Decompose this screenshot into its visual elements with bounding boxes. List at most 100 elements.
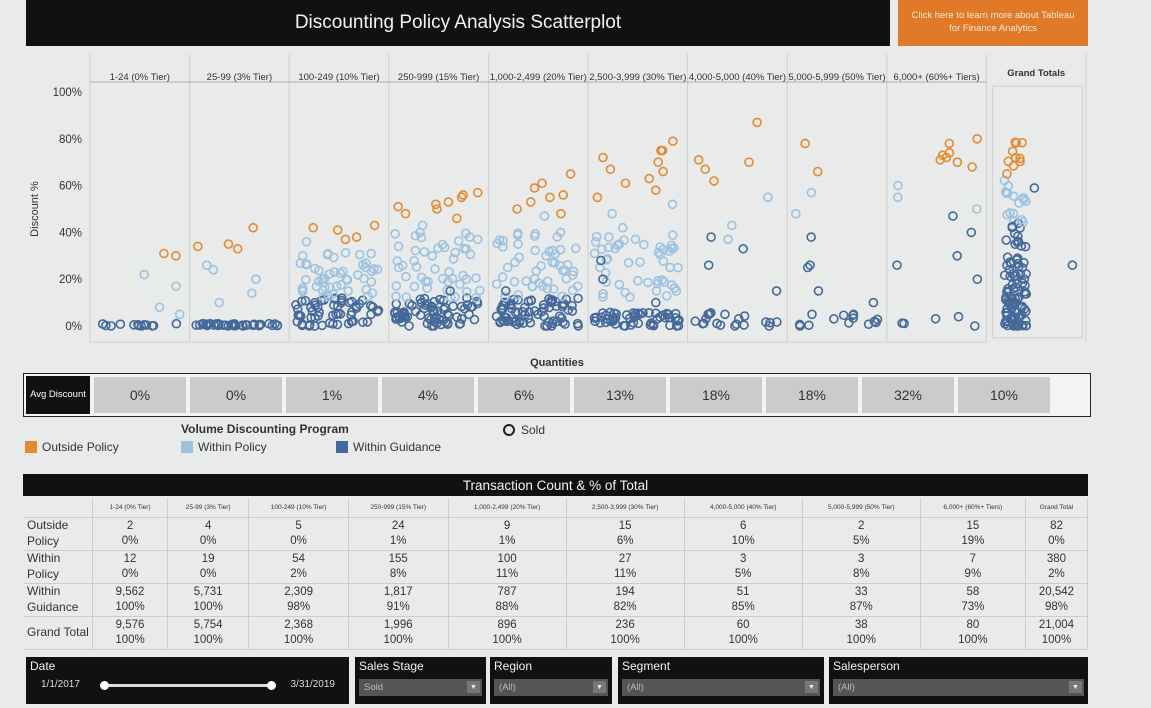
scatter-point xyxy=(558,190,569,200)
table-cell: 5 0% xyxy=(248,517,349,551)
row-label: Within Policy xyxy=(23,550,93,584)
scatter-point xyxy=(136,321,147,331)
cell-count: 7 xyxy=(969,553,977,566)
scatter-point xyxy=(366,248,376,259)
scatter-point xyxy=(328,319,338,329)
scatter-point xyxy=(709,176,719,186)
scatter-point xyxy=(455,279,465,290)
cell-count: 82 xyxy=(1050,520,1063,533)
cell-percent: 11% xyxy=(495,568,519,580)
avg-discount-cell: 18% xyxy=(766,377,858,413)
scatter-point xyxy=(437,239,448,250)
cell-percent: 91% xyxy=(386,601,410,613)
scatter-point xyxy=(223,321,234,331)
scatter-point xyxy=(570,243,581,254)
cell-percent: 85% xyxy=(731,601,755,613)
scatter-point xyxy=(417,220,428,231)
scatter-point xyxy=(1018,217,1028,228)
chevron-down-icon[interactable]: ▼ xyxy=(1069,681,1082,693)
scatter-point xyxy=(555,260,565,271)
scatter-point xyxy=(744,157,754,167)
scatterplot-chart[interactable]: 1-24 (0% Tier) 25-99 (3% Tier) 100-249 (10… xyxy=(0,46,1151,373)
table-cell: 33 87% xyxy=(802,583,921,617)
scatter-point xyxy=(424,313,434,323)
cell-count: 27 xyxy=(618,553,632,566)
legend-within-policy[interactable]: Within Policy xyxy=(181,440,267,454)
scatter-point xyxy=(1013,321,1024,331)
scatter-point xyxy=(297,296,307,307)
scatter-point xyxy=(556,208,566,219)
scatter-point xyxy=(534,278,544,289)
legend-sold[interactable]: Sold xyxy=(503,423,545,437)
legend-within-guidance[interactable]: Within Guidance xyxy=(336,440,441,454)
scatter-point xyxy=(1008,208,1019,219)
cell-percent: 100% xyxy=(193,601,223,613)
scatter-point xyxy=(373,305,384,316)
scatter-point xyxy=(590,237,601,247)
sales-stage-filter: Sales Stage Sold ▼ xyxy=(355,657,486,704)
cell-percent: 87% xyxy=(849,601,873,613)
scatter-point xyxy=(620,178,631,189)
scatter-point xyxy=(542,321,552,331)
date-end: 3/31/2019 xyxy=(290,679,336,690)
scatter-point xyxy=(442,319,453,330)
scatter-point xyxy=(410,245,421,256)
scatter-point xyxy=(498,235,508,246)
scatter-point xyxy=(311,281,322,292)
date-range-slider[interactable] xyxy=(100,681,276,690)
scatter-point xyxy=(254,319,265,330)
cell-percent: 0% xyxy=(1048,535,1065,547)
table-cell: 15 19% xyxy=(920,517,1026,551)
scatter-point xyxy=(348,316,358,327)
scatter-point xyxy=(620,287,630,298)
promo-button[interactable]: Click here to learn more about Tableau f… xyxy=(898,0,1088,46)
scatter-point xyxy=(653,157,664,167)
date-filter-label: Date xyxy=(30,659,56,673)
scatter-point xyxy=(416,232,427,243)
column-header: Grand Total xyxy=(1025,498,1089,518)
date-start-handle[interactable] xyxy=(100,681,109,690)
cell-count: 58 xyxy=(966,586,980,599)
chevron-down-icon[interactable]: ▼ xyxy=(467,681,480,693)
panel-header: 25-99 (3% Tier) xyxy=(207,72,272,83)
scatter-point xyxy=(439,304,449,315)
legend-outside-policy[interactable]: Outside Policy xyxy=(25,440,119,454)
scatter-point xyxy=(464,309,474,320)
cell-percent: 73% xyxy=(961,601,985,613)
avg-discount-label: Avg Discount xyxy=(26,376,90,414)
scatter-point xyxy=(966,227,977,238)
scatter-point xyxy=(838,310,849,321)
scatter-point xyxy=(1005,271,1015,282)
scatter-point xyxy=(404,321,414,331)
cell-count: 5,731 xyxy=(193,586,223,599)
scatter-point xyxy=(218,320,229,330)
scatter-point xyxy=(248,222,259,233)
scatter-point xyxy=(354,249,365,260)
cell-count: 787 xyxy=(497,586,517,599)
scatter-point xyxy=(471,292,481,303)
scatter-point xyxy=(514,316,525,327)
scatter-point xyxy=(657,275,667,285)
scatter-point xyxy=(539,211,550,221)
scatter-point xyxy=(596,244,607,255)
date-end-handle[interactable] xyxy=(267,681,276,690)
chevron-down-icon[interactable]: ▼ xyxy=(805,681,818,693)
grand-total-frame xyxy=(991,85,1083,339)
outside-policy-swatch xyxy=(25,441,37,453)
scatter-point xyxy=(614,239,625,249)
scatter-point xyxy=(573,293,583,304)
segment-select[interactable]: (All) ▼ xyxy=(622,679,820,696)
scatter-point xyxy=(1018,194,1029,205)
scatter-point xyxy=(300,295,311,306)
sales-stage-select[interactable]: Sold ▼ xyxy=(359,679,482,696)
scatter-point xyxy=(525,197,536,207)
chevron-down-icon[interactable]: ▼ xyxy=(593,681,606,693)
scatter-point xyxy=(521,276,532,286)
cell-percent: 100% xyxy=(193,634,223,646)
salesperson-select[interactable]: (All) ▼ xyxy=(833,679,1084,696)
region-select[interactable]: (All) ▼ xyxy=(494,679,608,696)
scatter-point xyxy=(591,231,602,242)
scatter-point xyxy=(472,298,483,309)
y-axis-label: Discount % xyxy=(29,181,41,237)
scatter-point xyxy=(201,260,212,270)
